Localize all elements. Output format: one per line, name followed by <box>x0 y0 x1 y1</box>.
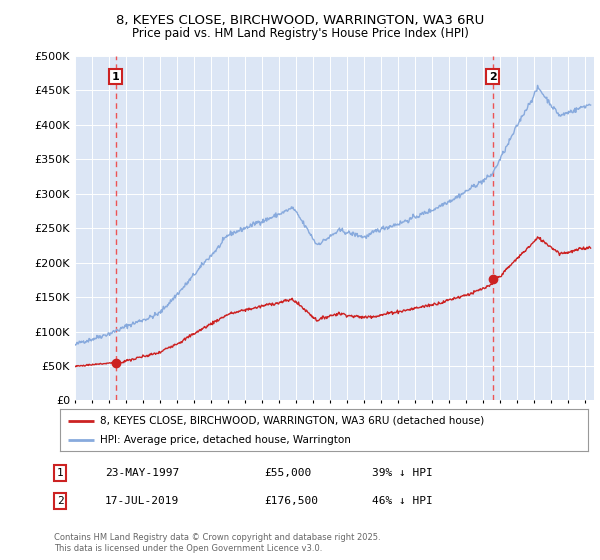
Text: £55,000: £55,000 <box>264 468 311 478</box>
Text: 8, KEYES CLOSE, BIRCHWOOD, WARRINGTON, WA3 6RU: 8, KEYES CLOSE, BIRCHWOOD, WARRINGTON, W… <box>116 14 484 27</box>
Text: 23-MAY-1997: 23-MAY-1997 <box>105 468 179 478</box>
Text: HPI: Average price, detached house, Warrington: HPI: Average price, detached house, Warr… <box>100 435 350 445</box>
Text: Contains HM Land Registry data © Crown copyright and database right 2025.
This d: Contains HM Land Registry data © Crown c… <box>54 533 380 553</box>
Text: Price paid vs. HM Land Registry's House Price Index (HPI): Price paid vs. HM Land Registry's House … <box>131 27 469 40</box>
Text: 46% ↓ HPI: 46% ↓ HPI <box>372 496 433 506</box>
Text: 2: 2 <box>56 496 64 506</box>
Text: 39% ↓ HPI: 39% ↓ HPI <box>372 468 433 478</box>
Text: 8, KEYES CLOSE, BIRCHWOOD, WARRINGTON, WA3 6RU (detached house): 8, KEYES CLOSE, BIRCHWOOD, WARRINGTON, W… <box>100 416 484 426</box>
Text: 1: 1 <box>56 468 64 478</box>
Text: 1: 1 <box>112 72 119 82</box>
Text: 2: 2 <box>489 72 496 82</box>
Text: 17-JUL-2019: 17-JUL-2019 <box>105 496 179 506</box>
Text: £176,500: £176,500 <box>264 496 318 506</box>
